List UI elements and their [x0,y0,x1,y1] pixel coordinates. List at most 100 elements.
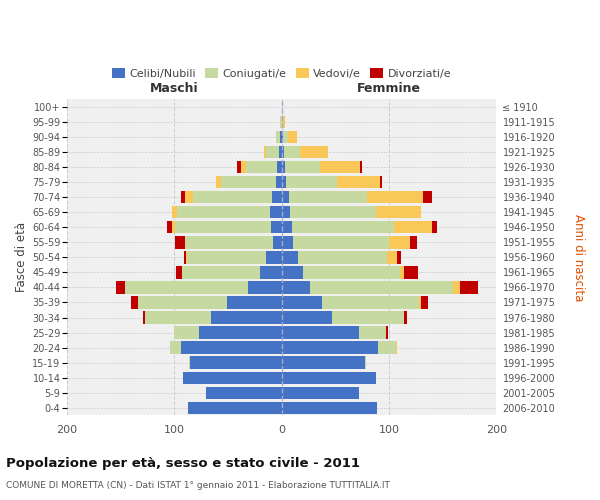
Bar [322,296,419,308]
Bar [176,266,182,278]
Bar [380,176,382,188]
Bar [125,282,248,294]
Bar [206,386,281,399]
Legend: Celibi/Nubili, Coniugati/e, Vedovi/e, Divorziati/e: Celibi/Nubili, Coniugati/e, Vedovi/e, Di… [107,64,456,84]
Bar [298,251,387,264]
Bar [273,236,281,248]
Bar [266,251,281,264]
Bar [365,356,367,369]
Bar [281,356,365,369]
Bar [238,161,241,173]
Bar [281,251,298,264]
Y-axis label: Anni di nascita: Anni di nascita [572,214,585,301]
Bar [394,221,432,234]
Bar [145,312,211,324]
Bar [310,282,453,294]
Bar [386,326,388,338]
Bar [260,266,281,278]
Bar [241,161,246,173]
Bar [281,206,290,218]
Bar [181,191,185,203]
Bar [271,221,281,234]
Bar [281,131,283,143]
Bar [174,326,199,338]
Bar [131,296,137,308]
Bar [175,221,271,234]
Bar [182,266,260,278]
Bar [360,161,362,173]
Bar [216,176,221,188]
Bar [367,191,423,203]
Bar [419,296,421,308]
Bar [423,191,432,203]
Bar [281,326,359,338]
Bar [289,191,367,203]
Bar [410,236,417,248]
Bar [281,146,284,158]
Bar [337,176,380,188]
Bar [143,312,145,324]
Bar [293,236,389,248]
Bar [281,221,292,234]
Bar [221,176,276,188]
Bar [359,326,386,338]
Bar [281,372,376,384]
Bar [300,146,328,158]
Bar [284,146,300,158]
Bar [183,372,281,384]
Bar [404,312,407,324]
Bar [281,402,377,414]
Bar [276,176,281,188]
Bar [281,386,359,399]
Bar [181,342,281,354]
Bar [281,312,332,324]
Bar [288,131,296,143]
Bar [404,266,418,278]
Bar [280,131,281,143]
Y-axis label: Fasce di età: Fasce di età [15,222,28,292]
Bar [281,116,283,128]
Bar [283,131,288,143]
Text: COMUNE DI MORETTA (CN) - Dati ISTAT 1° gennaio 2011 - Elaborazione TUTTITALIA.IT: COMUNE DI MORETTA (CN) - Dati ISTAT 1° g… [6,481,390,490]
Text: Femmine: Femmine [357,82,421,95]
Bar [248,282,281,294]
Bar [193,191,272,203]
Bar [378,342,397,354]
Bar [280,146,281,158]
Bar [453,282,460,294]
Bar [432,221,437,234]
Bar [281,266,303,278]
Bar [277,161,281,173]
Bar [116,282,125,294]
Bar [376,206,421,218]
Bar [188,402,281,414]
Text: Maschi: Maschi [150,82,199,95]
Bar [227,296,281,308]
Bar [290,206,376,218]
Bar [281,236,293,248]
Bar [184,251,186,264]
Bar [281,342,378,354]
Bar [199,326,281,338]
Bar [178,206,269,218]
Bar [332,312,404,324]
Bar [387,251,397,264]
Bar [170,342,181,354]
Bar [281,176,286,188]
Bar [280,116,281,128]
Bar [189,356,190,369]
Bar [187,251,266,264]
Bar [269,206,281,218]
Bar [460,282,478,294]
Bar [281,296,322,308]
Bar [167,221,172,234]
Bar [172,221,175,234]
Bar [285,161,320,173]
Bar [281,282,310,294]
Bar [283,116,285,128]
Bar [211,312,281,324]
Text: Popolazione per età, sesso e stato civile - 2011: Popolazione per età, sesso e stato civil… [6,458,360,470]
Bar [400,266,404,278]
Bar [272,191,281,203]
Bar [320,161,360,173]
